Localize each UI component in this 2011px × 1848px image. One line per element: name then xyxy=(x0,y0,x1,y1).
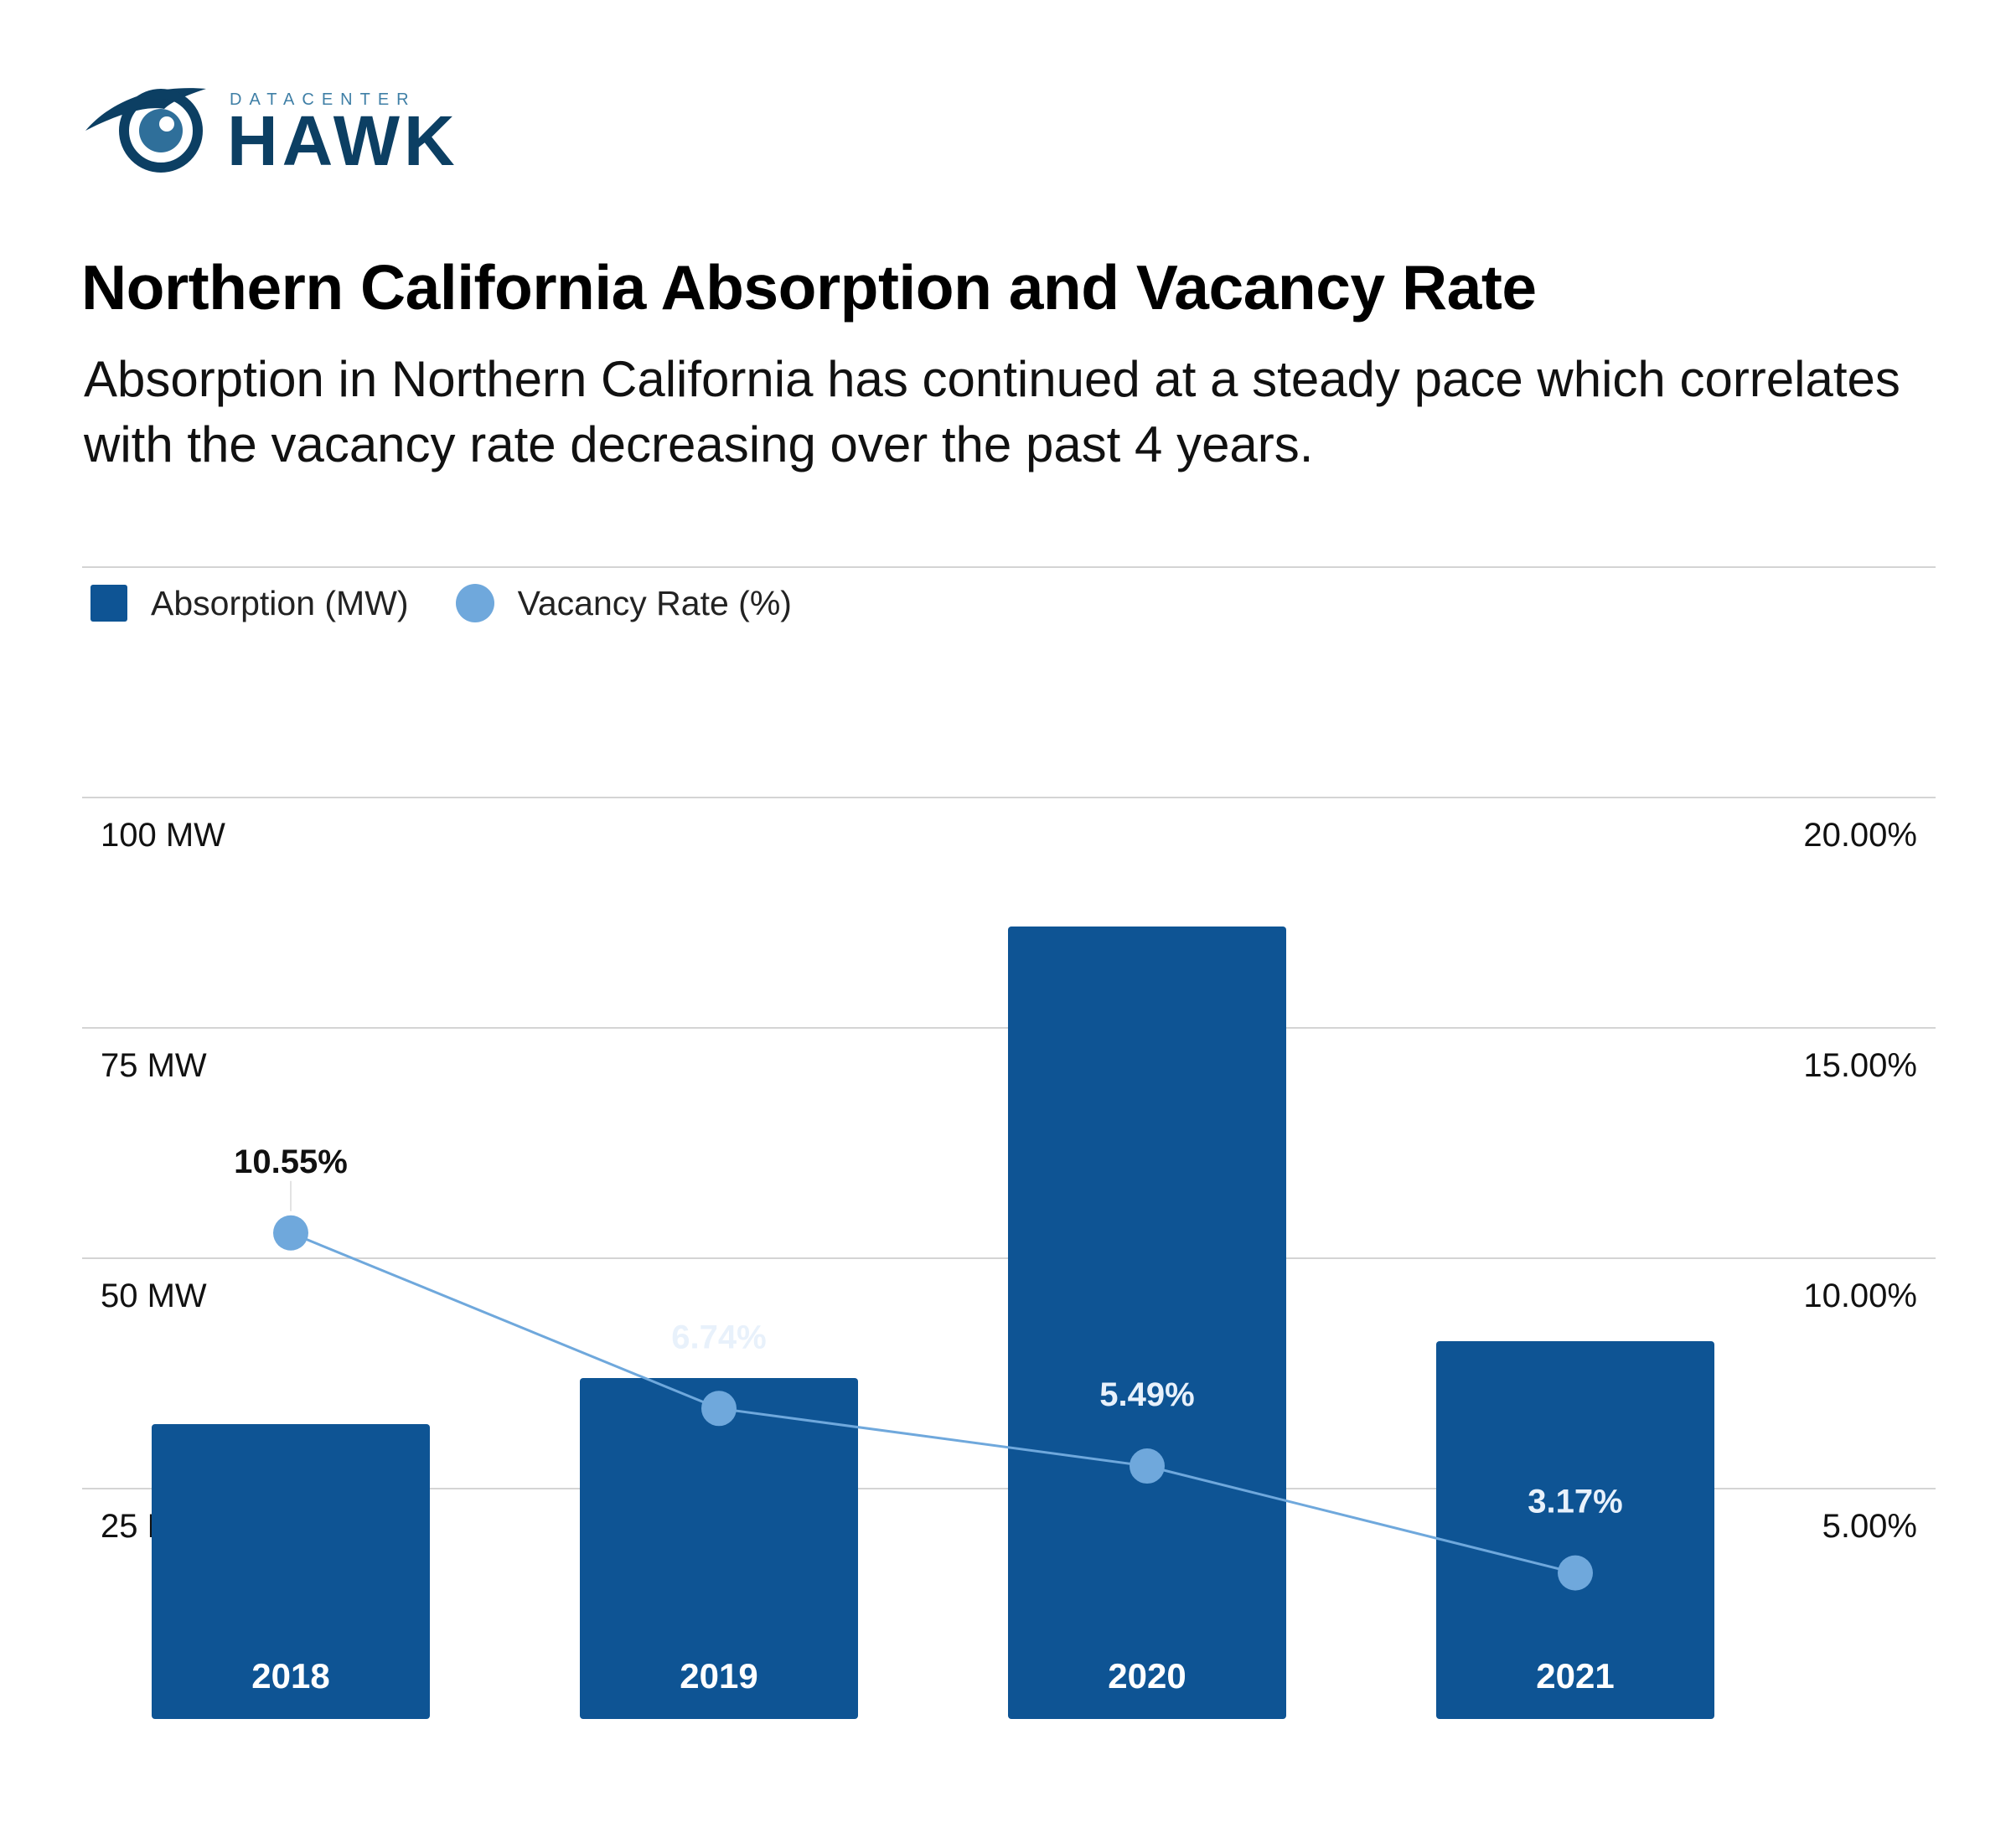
vacancy-point xyxy=(1130,1448,1165,1484)
vacancy-data-label: 3.17% xyxy=(1528,1484,1622,1520)
vacancy-data-label: 6.74% xyxy=(671,1319,766,1355)
bar xyxy=(1008,927,1286,1719)
legend-label-vacancy: Vacancy Rate (%) xyxy=(517,583,792,622)
y-right-tick-label: 10.00% xyxy=(1803,1278,1917,1314)
hawk-eye-icon xyxy=(85,88,206,173)
bar xyxy=(152,1424,430,1719)
datacenter-hawk-logo: DATACENTER HAWK xyxy=(80,80,458,181)
vacancy-point xyxy=(273,1215,308,1251)
category-label: 2021 xyxy=(1536,1656,1614,1696)
vacancy-data-label: 5.49% xyxy=(1099,1376,1194,1413)
vacancy-point xyxy=(1558,1555,1593,1591)
chart-title: Northern California Absorption and Vacan… xyxy=(81,252,1537,323)
legend: Absorption (MW) Vacancy Rate (%) xyxy=(90,578,839,628)
category-label: 2020 xyxy=(1108,1656,1186,1696)
y-right-tick-label: 20.00% xyxy=(1803,817,1917,854)
vacancy-dot-icon xyxy=(455,584,494,622)
category-label: 2019 xyxy=(680,1656,757,1696)
category-label: 2018 xyxy=(251,1656,329,1696)
vacancy-line xyxy=(290,1231,1576,1575)
chart-subtitle: Absorption in Northern California has co… xyxy=(84,351,1900,472)
vacancy-point xyxy=(701,1391,737,1427)
y-left-tick-label: 100 MW xyxy=(101,817,225,854)
vacancy-data-label: 10.55% xyxy=(234,1143,348,1180)
legend-item-absorption: Absorption (MW) xyxy=(90,584,409,623)
y-left-tick-label: 75 MW xyxy=(101,1047,207,1084)
bar xyxy=(580,1378,858,1719)
logo-big-text: HAWK xyxy=(227,101,459,180)
logo-small-text: DATACENTER xyxy=(230,90,416,109)
y-left-tick-label: 50 MW xyxy=(101,1278,207,1314)
bar xyxy=(1436,1341,1714,1719)
legend-item-vacancy: Vacancy Rate (%) xyxy=(455,583,792,623)
legend-label-absorption: Absorption (MW) xyxy=(151,583,409,622)
y-right-tick-label: 5.00% xyxy=(1822,1508,1917,1545)
y-right-tick-label: 15.00% xyxy=(1803,1047,1917,1084)
absorption-swatch-icon xyxy=(90,585,127,622)
legend-divider xyxy=(82,566,1936,568)
